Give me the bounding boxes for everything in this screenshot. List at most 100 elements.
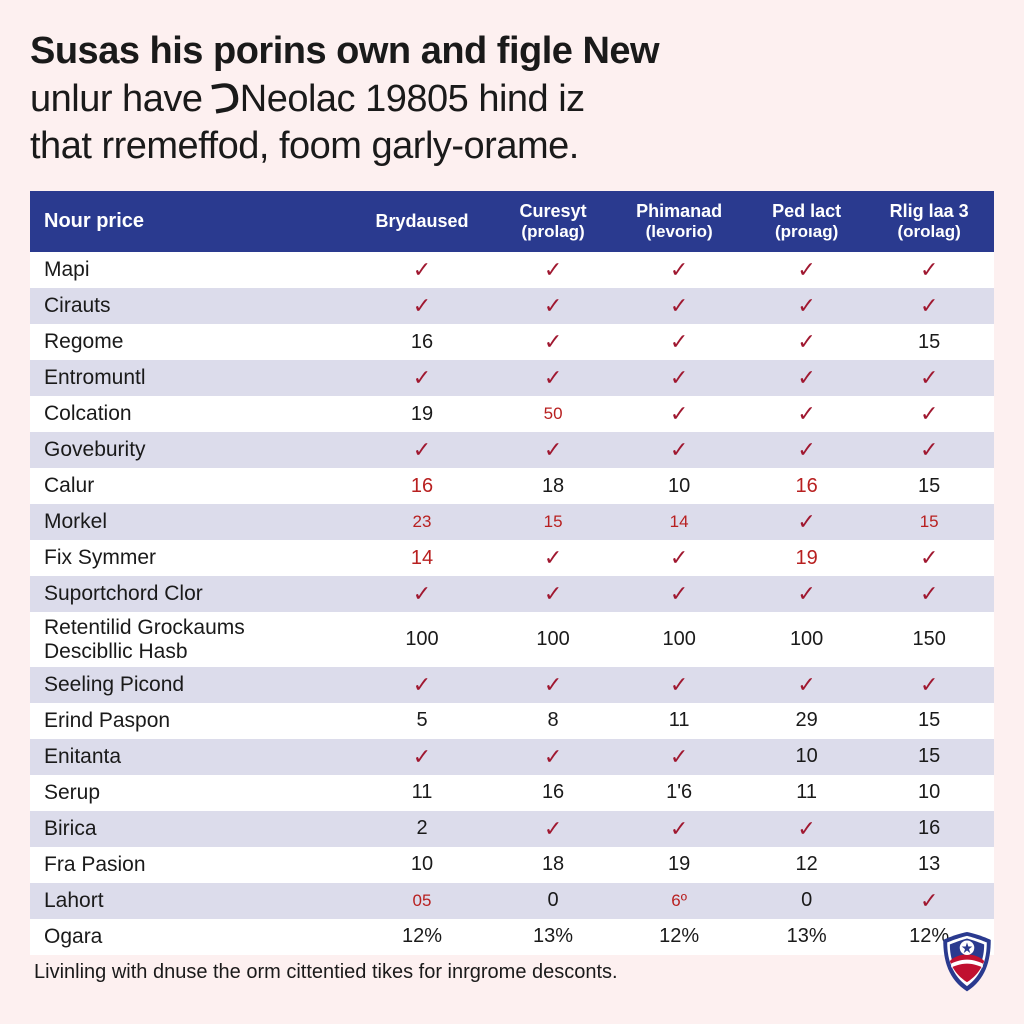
cell: ✓ <box>749 667 864 703</box>
cell: ✓ <box>609 811 749 847</box>
cell: ✓ <box>864 288 994 324</box>
cell: 16 <box>749 468 864 504</box>
cell: 10 <box>749 739 864 775</box>
cell: 100 <box>749 612 864 666</box>
table-row: Birica2✓✓✓16 <box>30 811 994 847</box>
table-row: Entromuntl✓✓✓✓✓ <box>30 360 994 396</box>
cell: ✓ <box>609 288 749 324</box>
cell: 12% <box>347 919 497 955</box>
cell: 16 <box>864 811 994 847</box>
cell: 13 <box>864 847 994 883</box>
row-label: Fix Symmer <box>30 540 347 576</box>
cell: 19 <box>609 847 749 883</box>
cell: 13% <box>497 919 610 955</box>
row-label: Seeling Picond <box>30 667 347 703</box>
cell: ✓ <box>497 432 610 468</box>
row-label: Serup <box>30 775 347 811</box>
cell: 1'6 <box>609 775 749 811</box>
cell: ✓ <box>609 252 749 288</box>
table-row: Colcation1950✓✓✓ <box>30 396 994 432</box>
cell: 6º <box>609 883 749 919</box>
cell: 8 <box>497 703 610 739</box>
cell: ✓ <box>864 667 994 703</box>
row-label: Regome <box>30 324 347 360</box>
row-label: Entromuntl <box>30 360 347 396</box>
row-label: Mapi <box>30 252 347 288</box>
cell: 29 <box>749 703 864 739</box>
cell: 14 <box>347 540 497 576</box>
cell: ✓ <box>609 576 749 612</box>
cell: ✓ <box>864 576 994 612</box>
col-header: Rlig laa 3(orolag) <box>864 191 994 253</box>
table-row: Serup11161'61110 <box>30 775 994 811</box>
title-line1: Susas his porins own and figle New <box>30 30 659 72</box>
title-line2b: Neolac 19805 hind iz <box>240 78 585 120</box>
cell: ✓ <box>497 252 610 288</box>
cell: ✓ <box>347 360 497 396</box>
cell: 14 <box>609 504 749 540</box>
cell: ✓ <box>497 667 610 703</box>
col-header: Phimanad(levorio) <box>609 191 749 253</box>
cell: ✓ <box>347 432 497 468</box>
cell: ✓ <box>864 396 994 432</box>
footnote: Livinling with dnuse the orm cittentied … <box>30 961 994 984</box>
table-row: Morkel231514✓15 <box>30 504 994 540</box>
cell: 15 <box>864 324 994 360</box>
row-label: Lahort <box>30 883 347 919</box>
cell: ✓ <box>864 883 994 919</box>
cell: ✓ <box>749 576 864 612</box>
table-row: Fra Pasion1018191213 <box>30 847 994 883</box>
table-row: Mapi✓✓✓✓✓ <box>30 252 994 288</box>
cell: ✓ <box>749 504 864 540</box>
cell: 2 <box>347 811 497 847</box>
cell: 100 <box>609 612 749 666</box>
cell: 0 <box>497 883 610 919</box>
col-header: Brydaused <box>347 191 497 253</box>
cell: 12 <box>749 847 864 883</box>
cell: 13% <box>749 919 864 955</box>
cell: 18 <box>497 847 610 883</box>
table-body: Mapi✓✓✓✓✓Cirauts✓✓✓✓✓Regome16✓✓✓15Entrom… <box>30 252 994 954</box>
cell: ✓ <box>864 360 994 396</box>
table-row: Seeling Picond✓✓✓✓✓ <box>30 667 994 703</box>
table-row: Cirauts✓✓✓✓✓ <box>30 288 994 324</box>
table-row: Suportchord Clor✓✓✓✓✓ <box>30 576 994 612</box>
cell: ✓ <box>347 252 497 288</box>
cell: 19 <box>749 540 864 576</box>
title-line2a: unlur have <box>30 78 213 120</box>
cell: 18 <box>497 468 610 504</box>
cell: 150 <box>864 612 994 666</box>
row-label: Suportchord Clor <box>30 576 347 612</box>
row-label: Cirauts <box>30 288 347 324</box>
cell: ✓ <box>609 360 749 396</box>
cell: ✓ <box>864 432 994 468</box>
table-row: Goveburity✓✓✓✓✓ <box>30 432 994 468</box>
row-label: Morkel <box>30 504 347 540</box>
cell: ✓ <box>864 540 994 576</box>
cell: 15 <box>864 739 994 775</box>
shield-badge-icon <box>934 928 1000 994</box>
cell: ✓ <box>609 324 749 360</box>
row-label: Goveburity <box>30 432 347 468</box>
table-row: Calur1618101615 <box>30 468 994 504</box>
table-row: Retentilid GrockaumsDescibllic Hasb10010… <box>30 612 994 666</box>
phone-icon: ᑕ <box>209 73 244 125</box>
cell: 0 <box>749 883 864 919</box>
cell: 100 <box>497 612 610 666</box>
cell: 11 <box>749 775 864 811</box>
cell: ✓ <box>749 324 864 360</box>
cell: ✓ <box>497 360 610 396</box>
cell: 100 <box>347 612 497 666</box>
cell: ✓ <box>497 288 610 324</box>
cell: 19 <box>347 396 497 432</box>
cell: ✓ <box>609 540 749 576</box>
table-row: Fix Symmer14✓✓19✓ <box>30 540 994 576</box>
col-header: Ped lact(proıag) <box>749 191 864 253</box>
table-row: Lahort0506º0✓ <box>30 883 994 919</box>
cell: 10 <box>347 847 497 883</box>
cell: 15 <box>864 504 994 540</box>
row-label: Retentilid GrockaumsDescibllic Hasb <box>30 612 347 666</box>
cell: ✓ <box>347 576 497 612</box>
cell: 15 <box>864 468 994 504</box>
cell: ✓ <box>497 811 610 847</box>
